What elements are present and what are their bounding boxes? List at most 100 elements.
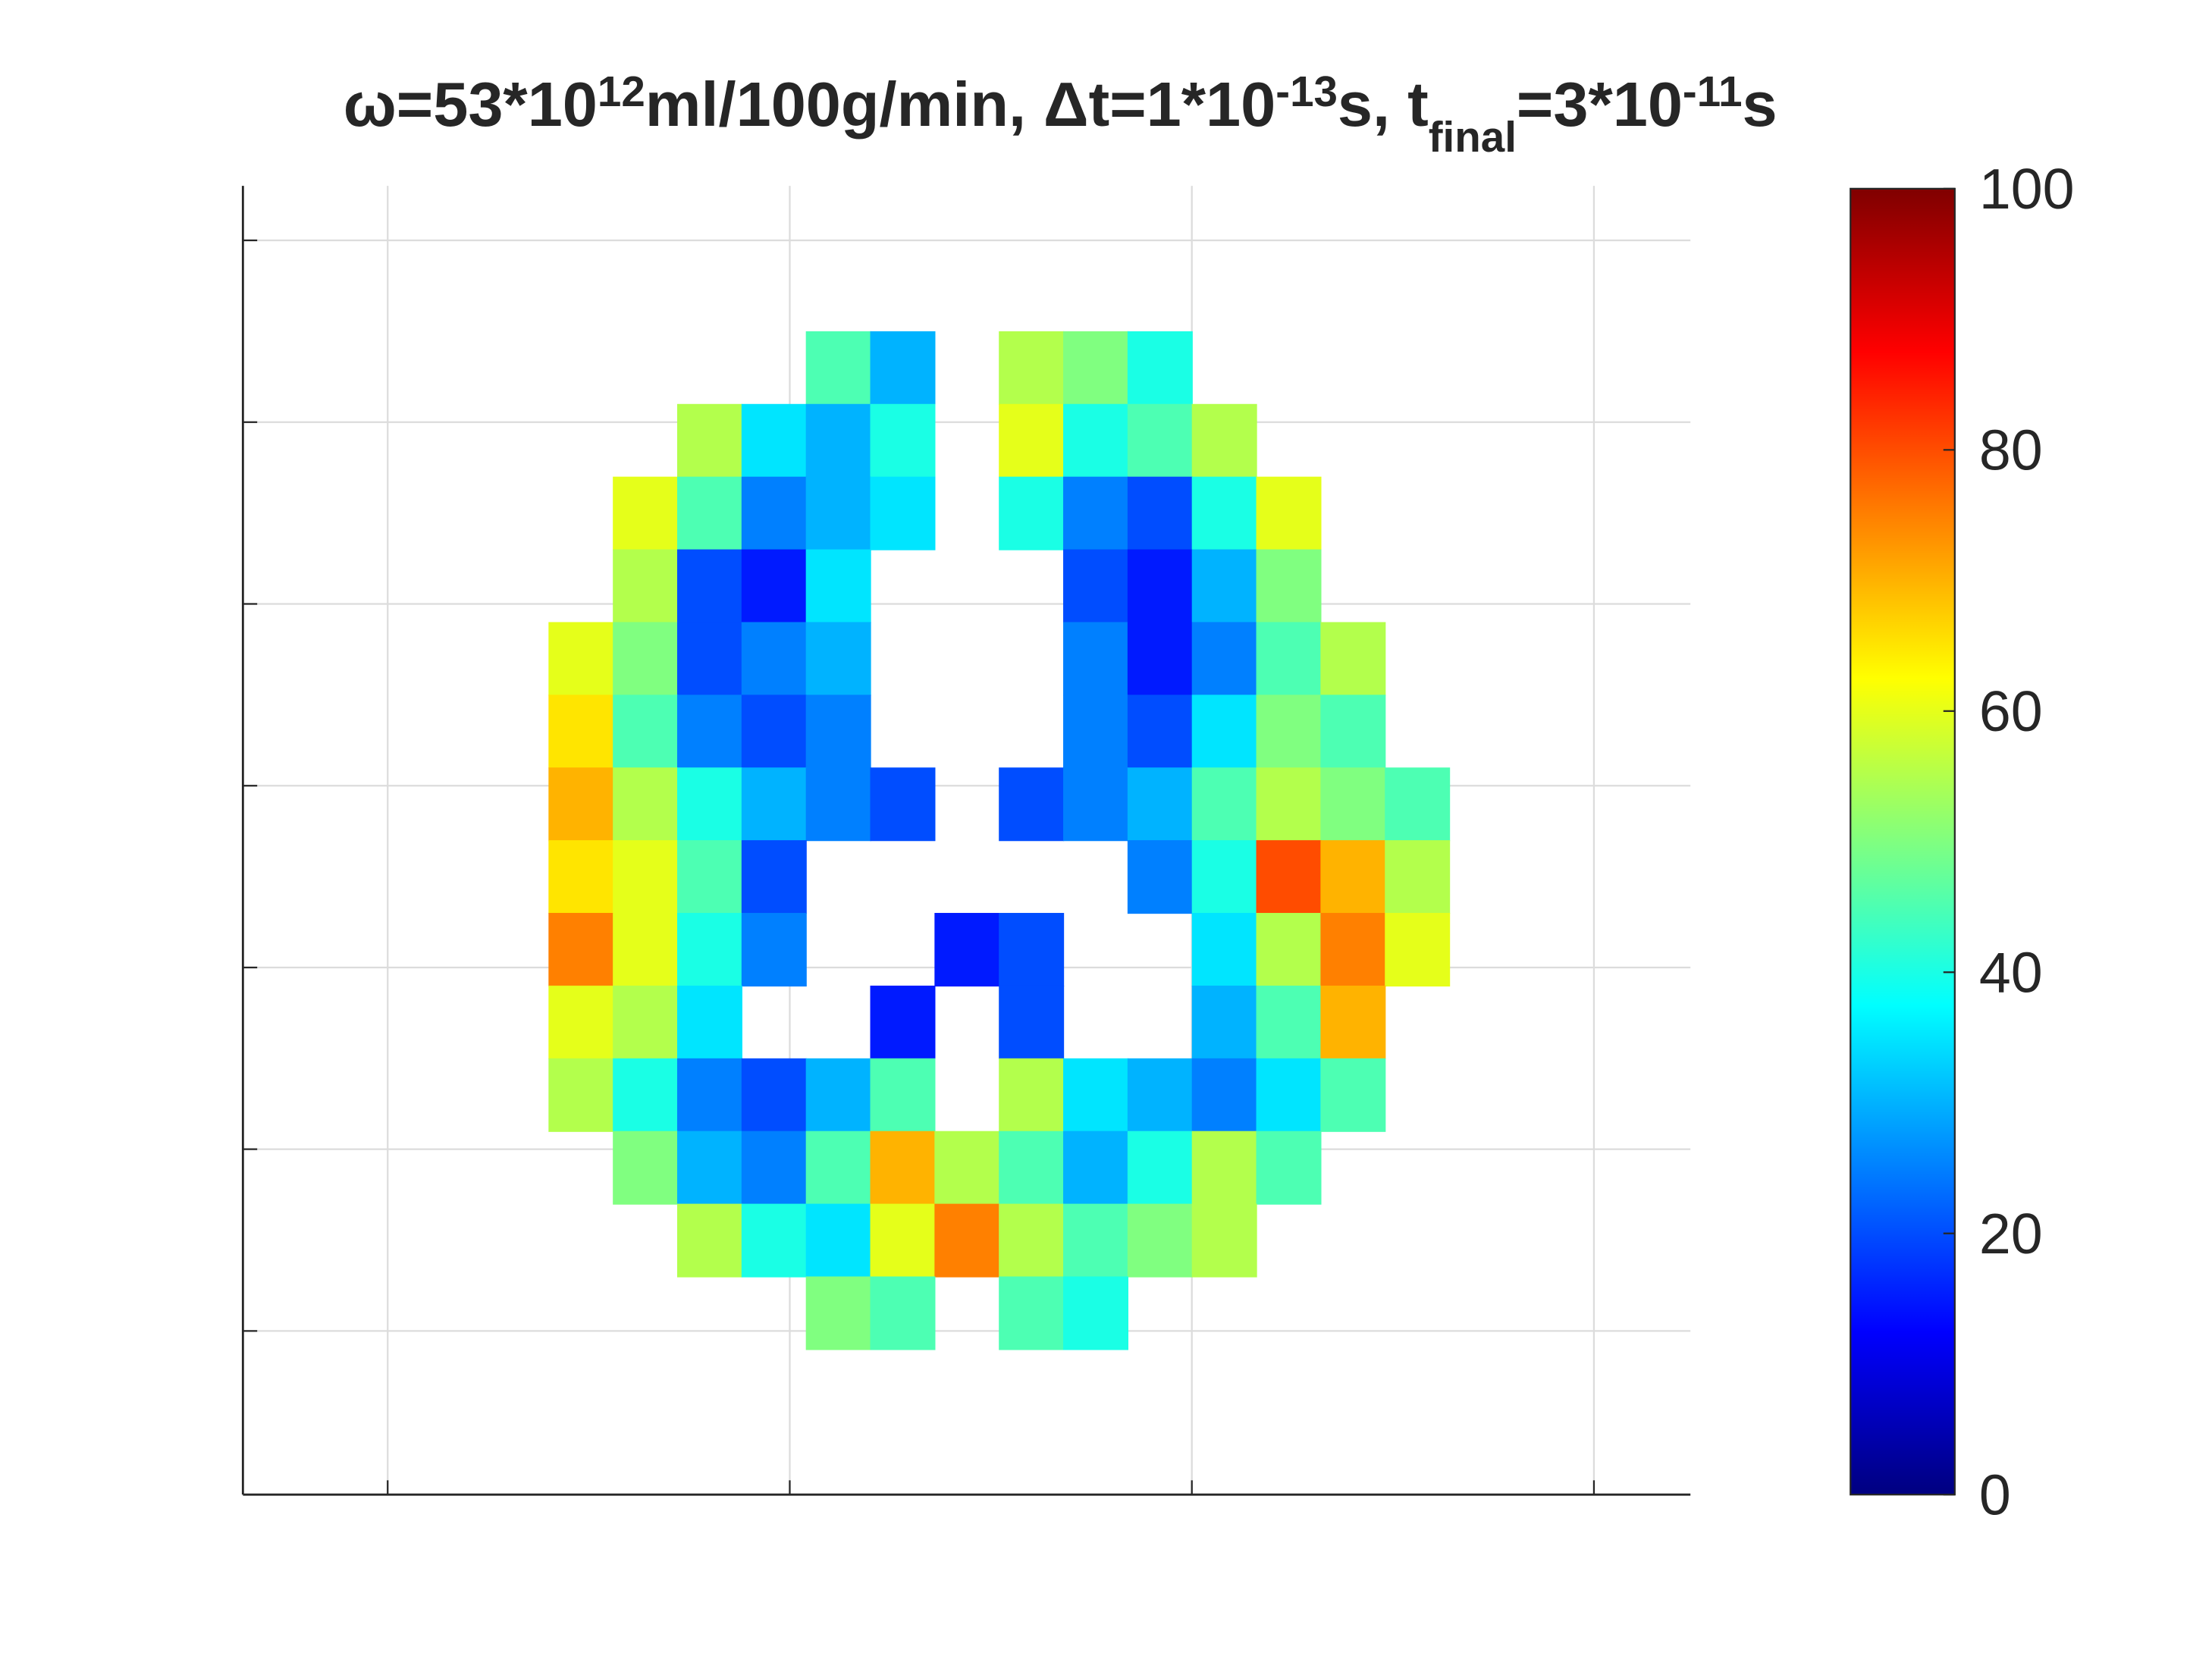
heatmap-cell [805, 767, 871, 842]
heatmap-cell [934, 1203, 1000, 1278]
heatmap-cell [1385, 840, 1451, 914]
heatmap-cell [741, 1203, 807, 1278]
heatmap-cell [1256, 913, 1322, 987]
heatmap-cell [677, 549, 742, 623]
title-part: -11 [1683, 67, 1743, 115]
heatmap-cell [613, 840, 679, 914]
heatmap-cell [999, 403, 1065, 478]
colorbar-tick-label: 0 [1979, 1463, 2011, 1527]
heatmap-cell [805, 476, 871, 550]
heatmap-cell [1320, 695, 1386, 769]
colorbar-tick-label: 100 [1979, 157, 2075, 221]
heatmap-cell [1385, 913, 1451, 987]
heatmap-cell [1063, 622, 1129, 696]
heatmap-cell [999, 767, 1065, 842]
heatmap-cell [870, 767, 936, 842]
heatmap-cell [870, 1131, 936, 1205]
heatmap-cell [677, 767, 742, 842]
heatmap-cell [1063, 1276, 1129, 1350]
heatmap-cell [870, 476, 936, 550]
heatmap-cell [677, 1058, 742, 1132]
title-part: final [1429, 113, 1517, 161]
heatmap-cell [999, 913, 1065, 987]
heatmap-cell [1320, 622, 1386, 696]
title-part: ml/100g/min, Δt=1*10 [645, 69, 1275, 140]
heatmap-cell [613, 695, 679, 769]
heatmap-cell [1256, 767, 1322, 842]
heatmap-cell [1320, 913, 1386, 987]
colorbar-tick-label: 20 [1979, 1202, 2043, 1265]
heatmap-cell [1063, 1203, 1129, 1278]
heatmap-cell [805, 549, 871, 623]
heatmap-cell [613, 549, 679, 623]
heatmap-cell [1320, 767, 1386, 842]
heatmap-cell [548, 1058, 614, 1132]
heatmap-cell [1063, 476, 1129, 550]
heatmap-cell [934, 913, 1000, 987]
heatmap-cell [1127, 767, 1193, 842]
colorbar-tick-label: 40 [1979, 941, 2043, 1005]
title-part: -13 [1275, 67, 1338, 115]
heatmap-cell [613, 767, 679, 842]
heatmap-cell [741, 403, 807, 478]
heatmap-cell [1063, 695, 1129, 769]
heatmap-cell [1127, 549, 1193, 623]
heatmap-cell [1063, 331, 1129, 405]
heatmap-cell [741, 1131, 807, 1205]
title-part: s, t [1338, 69, 1429, 140]
heatmap-cell [999, 1058, 1065, 1132]
heatmap-cell [677, 476, 742, 550]
heatmap-cell [870, 331, 936, 405]
heatmap-cell [805, 622, 871, 696]
heatmap-cell [677, 695, 742, 769]
heatmap-cell [870, 1058, 936, 1132]
heatmap-cell [741, 1058, 807, 1132]
heatmap-cell [613, 622, 679, 696]
heatmap-cell [1127, 840, 1193, 914]
heatmap-cell [741, 913, 807, 987]
colorbar: 0 20 40 60 80 100 [1850, 157, 2075, 1527]
heatmap-cell [548, 840, 614, 914]
heatmap-cell [1256, 695, 1322, 769]
heatmap-cell [548, 767, 614, 842]
heatmap-cell [741, 695, 807, 769]
heatmap-cell [805, 1058, 871, 1132]
heatmap-cell [999, 1276, 1065, 1350]
colorbar-gradient [1850, 187, 1956, 1496]
heatmap-cell [805, 1276, 871, 1350]
heatmap-cell [1127, 403, 1193, 478]
heatmap-cell [1127, 331, 1193, 405]
axes [241, 186, 1691, 1496]
heatmap-cell [741, 549, 807, 623]
heatmap-cell [805, 331, 871, 405]
heatmap-cell [1127, 1058, 1193, 1132]
heatmap-cell [1320, 985, 1386, 1059]
heatmap-cell [741, 767, 807, 842]
heatmap-cell [1256, 1131, 1322, 1205]
heatmap-cell [999, 331, 1065, 405]
heatmap-cell [870, 985, 936, 1059]
heatmap-cell [1127, 1131, 1193, 1205]
heatmap-cell [1191, 1131, 1257, 1205]
heatmap-cell [613, 1058, 679, 1132]
heatmap-cell [1256, 985, 1322, 1059]
heatmap-cell [613, 1131, 679, 1205]
heatmap [548, 331, 1451, 1350]
heatmap-cell [1127, 1203, 1193, 1278]
heatmap-cell [613, 476, 679, 550]
heatmap-cell [1191, 840, 1257, 914]
heatmap-cell [741, 840, 807, 914]
heatmap-cell [1063, 549, 1129, 623]
title-part: =3*10 [1517, 69, 1683, 140]
heatmap-cell [1127, 476, 1193, 550]
heatmap-cell [548, 622, 614, 696]
heatmap-cell [1063, 1131, 1129, 1205]
heatmap-cell [1256, 1058, 1322, 1132]
heatmap-cell [999, 1203, 1065, 1278]
heatmap-cell [1191, 913, 1257, 987]
heatmap-cell [999, 1131, 1065, 1205]
heatmap-cell [677, 1203, 742, 1278]
heatmap-cell [1256, 549, 1322, 623]
heatmap-cell [1191, 476, 1257, 550]
